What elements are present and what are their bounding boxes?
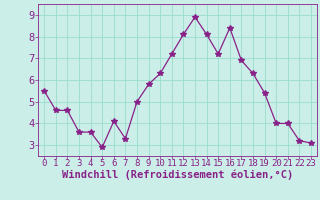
X-axis label: Windchill (Refroidissement éolien,°C): Windchill (Refroidissement éolien,°C) — [62, 169, 293, 180]
